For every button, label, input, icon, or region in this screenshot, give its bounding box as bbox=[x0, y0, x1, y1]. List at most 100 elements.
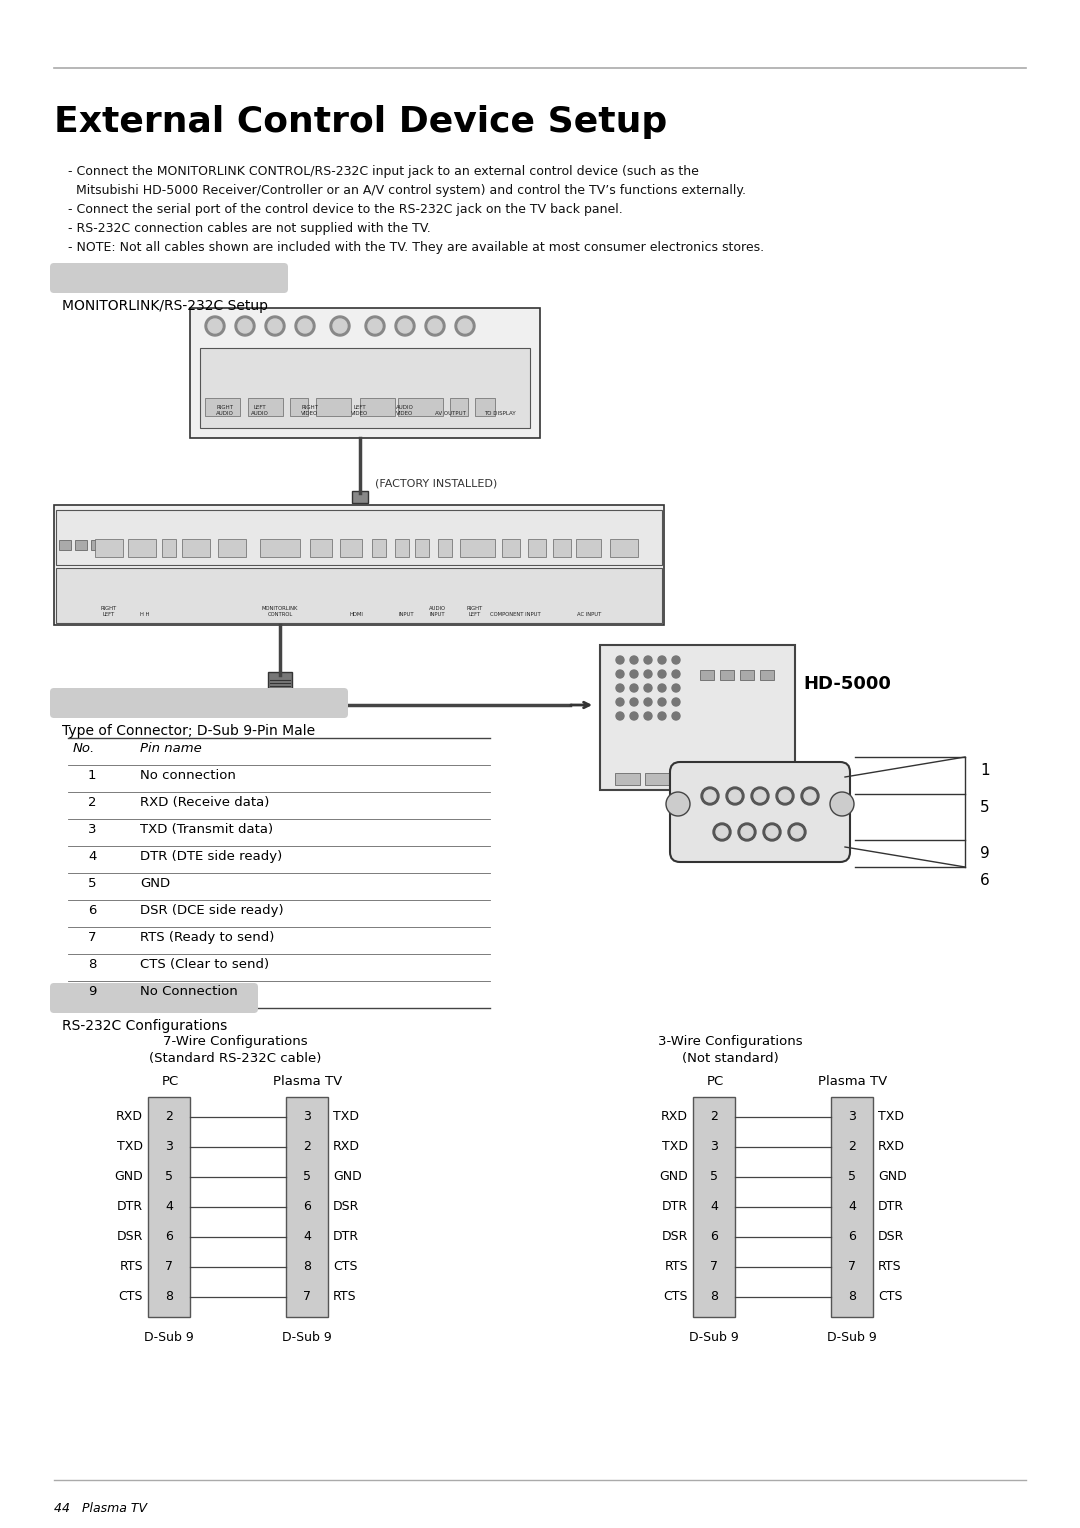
Circle shape bbox=[766, 827, 778, 837]
Bar bbox=[291, 397, 308, 416]
Bar bbox=[610, 539, 638, 558]
Text: RTS: RTS bbox=[333, 1291, 356, 1303]
Circle shape bbox=[716, 827, 728, 837]
Text: D-Sub 9: D-Sub 9 bbox=[282, 1331, 332, 1345]
Text: RTS (Ready to send): RTS (Ready to send) bbox=[140, 931, 274, 944]
Bar bbox=[553, 539, 571, 558]
Bar bbox=[91, 539, 103, 550]
Bar bbox=[372, 539, 386, 558]
Text: DSR (DCE side ready): DSR (DCE side ready) bbox=[140, 905, 284, 917]
Circle shape bbox=[738, 824, 756, 840]
Text: 3: 3 bbox=[848, 1111, 856, 1123]
Text: (Standard RS-232C cable): (Standard RS-232C cable) bbox=[149, 1051, 321, 1065]
Bar bbox=[352, 490, 368, 503]
Circle shape bbox=[741, 827, 753, 837]
Text: 6: 6 bbox=[710, 1230, 718, 1244]
Text: D-Sub 9: D-Sub 9 bbox=[827, 1331, 877, 1345]
Circle shape bbox=[644, 698, 652, 706]
Text: CTS: CTS bbox=[333, 1261, 357, 1273]
Text: No.: No. bbox=[73, 743, 95, 755]
Text: 7: 7 bbox=[710, 1261, 718, 1273]
Circle shape bbox=[365, 316, 384, 336]
Bar bbox=[260, 539, 300, 558]
Text: (Not standard): (Not standard) bbox=[681, 1051, 779, 1065]
Bar bbox=[760, 669, 774, 680]
Circle shape bbox=[458, 319, 472, 333]
Bar bbox=[475, 397, 495, 416]
Circle shape bbox=[658, 712, 666, 720]
Circle shape bbox=[235, 316, 255, 336]
Bar bbox=[129, 539, 156, 558]
Text: 2: 2 bbox=[303, 1140, 311, 1154]
Circle shape bbox=[616, 685, 624, 692]
Text: 44   Plasma TV: 44 Plasma TV bbox=[54, 1502, 147, 1514]
Bar bbox=[54, 504, 664, 625]
Circle shape bbox=[455, 316, 475, 336]
Text: GND: GND bbox=[333, 1170, 362, 1184]
Text: 2: 2 bbox=[710, 1111, 718, 1123]
Bar bbox=[831, 1097, 873, 1317]
Circle shape bbox=[779, 790, 791, 802]
Text: 5: 5 bbox=[980, 801, 989, 814]
Text: CTS: CTS bbox=[878, 1291, 903, 1303]
Text: 6: 6 bbox=[165, 1230, 173, 1244]
Circle shape bbox=[268, 319, 282, 333]
Circle shape bbox=[644, 712, 652, 720]
Text: GND: GND bbox=[878, 1170, 907, 1184]
Text: Plasma TV: Plasma TV bbox=[273, 1076, 342, 1088]
Text: 5: 5 bbox=[303, 1170, 311, 1184]
Text: 7: 7 bbox=[303, 1291, 311, 1303]
Text: 8: 8 bbox=[848, 1291, 856, 1303]
Text: DTR (DTE side ready): DTR (DTE side ready) bbox=[140, 850, 282, 863]
Circle shape bbox=[644, 656, 652, 665]
Text: 3: 3 bbox=[87, 824, 96, 836]
Bar bbox=[645, 773, 670, 785]
Circle shape bbox=[630, 712, 638, 720]
Bar bbox=[438, 539, 453, 558]
Text: 4: 4 bbox=[303, 1230, 311, 1244]
Text: AUDIO
VIDEO: AUDIO VIDEO bbox=[396, 405, 414, 416]
Text: 3: 3 bbox=[165, 1140, 173, 1154]
Text: 8: 8 bbox=[87, 958, 96, 970]
Text: 6: 6 bbox=[303, 1201, 311, 1213]
Text: 4: 4 bbox=[848, 1201, 856, 1213]
Text: AC INPUT: AC INPUT bbox=[577, 613, 602, 617]
FancyBboxPatch shape bbox=[50, 263, 288, 293]
Text: RTS: RTS bbox=[120, 1261, 143, 1273]
Circle shape bbox=[672, 712, 680, 720]
Text: DSR: DSR bbox=[117, 1230, 143, 1244]
Text: 3: 3 bbox=[303, 1111, 311, 1123]
Circle shape bbox=[295, 316, 315, 336]
Text: RS-232C Configurations: RS-232C Configurations bbox=[62, 1019, 227, 1033]
Text: External Control Device Setup: External Control Device Setup bbox=[54, 105, 667, 139]
Text: - Connect the serial port of the control device to the RS-232C jack on the TV ba: - Connect the serial port of the control… bbox=[68, 203, 623, 215]
Text: RXD: RXD bbox=[116, 1111, 143, 1123]
Circle shape bbox=[630, 685, 638, 692]
Text: 1: 1 bbox=[980, 762, 989, 778]
Bar bbox=[190, 309, 540, 439]
Text: RXD: RXD bbox=[661, 1111, 688, 1123]
Text: 1: 1 bbox=[87, 769, 96, 782]
Circle shape bbox=[368, 319, 382, 333]
Circle shape bbox=[238, 319, 252, 333]
Bar bbox=[460, 539, 495, 558]
Bar bbox=[502, 539, 519, 558]
Circle shape bbox=[630, 698, 638, 706]
Text: CTS (Clear to send): CTS (Clear to send) bbox=[140, 958, 269, 970]
Text: 9: 9 bbox=[980, 847, 989, 860]
Text: (FACTORY INSTALLED): (FACTORY INSTALLED) bbox=[375, 478, 497, 487]
Bar bbox=[56, 568, 662, 623]
Text: 8: 8 bbox=[165, 1291, 173, 1303]
Text: 5: 5 bbox=[710, 1170, 718, 1184]
FancyBboxPatch shape bbox=[50, 983, 258, 1013]
Bar bbox=[675, 773, 696, 785]
Circle shape bbox=[616, 669, 624, 678]
Bar bbox=[200, 348, 530, 428]
Circle shape bbox=[801, 787, 819, 805]
Text: LEFT
AUDIO: LEFT AUDIO bbox=[251, 405, 269, 416]
Circle shape bbox=[644, 669, 652, 678]
Circle shape bbox=[395, 316, 415, 336]
Circle shape bbox=[658, 698, 666, 706]
Text: MONITORLINK/RS-232C Setup: MONITORLINK/RS-232C Setup bbox=[62, 299, 268, 313]
Text: No connection: No connection bbox=[140, 769, 235, 782]
